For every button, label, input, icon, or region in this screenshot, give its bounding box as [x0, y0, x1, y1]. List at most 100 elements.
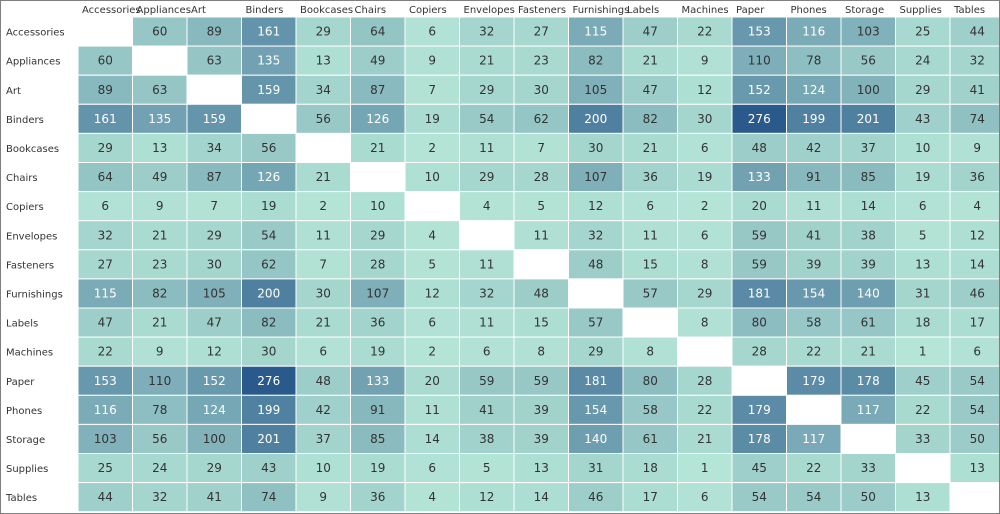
heatmap-cell[interactable]: [350, 45, 406, 76]
heatmap-cell[interactable]: [404, 453, 460, 484]
heatmap-cell[interactable]: [840, 278, 896, 309]
heatmap-cell[interactable]: [731, 16, 787, 47]
heatmap-cell[interactable]: [840, 103, 896, 134]
heatmap-cell[interactable]: [132, 45, 188, 76]
heatmap-cell[interactable]: [840, 74, 896, 105]
heatmap-cell[interactable]: [895, 74, 951, 105]
heatmap-cell[interactable]: [622, 162, 678, 193]
heatmap-cell[interactable]: [404, 162, 460, 193]
heatmap-cell[interactable]: [840, 220, 896, 251]
heatmap-cell[interactable]: [404, 103, 460, 134]
heatmap-cell[interactable]: [622, 278, 678, 309]
heatmap-cell[interactable]: [949, 336, 999, 367]
heatmap-cell[interactable]: [949, 249, 999, 280]
heatmap-cell[interactable]: [186, 278, 242, 309]
heatmap-cell[interactable]: [77, 394, 133, 425]
heatmap-cell[interactable]: [731, 278, 787, 309]
heatmap-cell[interactable]: [404, 16, 460, 47]
heatmap-cell[interactable]: [840, 45, 896, 76]
heatmap-cell[interactable]: [350, 336, 406, 367]
heatmap-cell[interactable]: [186, 423, 242, 454]
heatmap-cell[interactable]: [622, 16, 678, 47]
heatmap-cell[interactable]: [241, 482, 297, 513]
heatmap-cell[interactable]: [77, 132, 133, 163]
heatmap-cell[interactable]: [459, 45, 515, 76]
heatmap-cell[interactable]: [459, 278, 515, 309]
heatmap-cell[interactable]: [132, 16, 188, 47]
heatmap-cell[interactable]: [731, 365, 787, 396]
heatmap-cell[interactable]: [77, 103, 133, 134]
heatmap-cell[interactable]: [568, 278, 624, 309]
heatmap-cell[interactable]: [568, 394, 624, 425]
heatmap-cell[interactable]: [295, 307, 351, 338]
heatmap-cell[interactable]: [459, 220, 515, 251]
heatmap-cell[interactable]: [786, 103, 842, 134]
heatmap-cell[interactable]: [840, 365, 896, 396]
heatmap-cell[interactable]: [786, 45, 842, 76]
heatmap-cell[interactable]: [77, 249, 133, 280]
heatmap-cell[interactable]: [295, 278, 351, 309]
heatmap-cell[interactable]: [622, 74, 678, 105]
heatmap-cell[interactable]: [949, 453, 999, 484]
heatmap-cell[interactable]: [513, 453, 569, 484]
heatmap-cell[interactable]: [677, 423, 733, 454]
heatmap-cell[interactable]: [295, 423, 351, 454]
heatmap-cell[interactable]: [895, 307, 951, 338]
heatmap-cell[interactable]: [895, 132, 951, 163]
heatmap-cell[interactable]: [677, 336, 733, 367]
heatmap-cell[interactable]: [241, 336, 297, 367]
heatmap-cell[interactable]: [295, 45, 351, 76]
heatmap-cell[interactable]: [895, 453, 951, 484]
heatmap-cell[interactable]: [731, 45, 787, 76]
heatmap-cell[interactable]: [786, 249, 842, 280]
heatmap-cell[interactable]: [241, 103, 297, 134]
heatmap-cell[interactable]: [895, 103, 951, 134]
heatmap-cell[interactable]: [241, 74, 297, 105]
heatmap-cell[interactable]: [568, 249, 624, 280]
heatmap-cell[interactable]: [295, 162, 351, 193]
heatmap-cell[interactable]: [513, 307, 569, 338]
heatmap-cell[interactable]: [786, 74, 842, 105]
heatmap-cell[interactable]: [350, 220, 406, 251]
heatmap-cell[interactable]: [786, 132, 842, 163]
heatmap-cell[interactable]: [840, 423, 896, 454]
heatmap-cell[interactable]: [949, 307, 999, 338]
heatmap-cell[interactable]: [622, 453, 678, 484]
heatmap-cell[interactable]: [77, 162, 133, 193]
heatmap-cell[interactable]: [568, 132, 624, 163]
heatmap-cell[interactable]: [513, 74, 569, 105]
heatmap-cell[interactable]: [404, 365, 460, 396]
heatmap-cell[interactable]: [840, 482, 896, 513]
heatmap-cell[interactable]: [404, 336, 460, 367]
heatmap-cell[interactable]: [622, 423, 678, 454]
heatmap-cell[interactable]: [459, 423, 515, 454]
heatmap-cell[interactable]: [186, 394, 242, 425]
heatmap-cell[interactable]: [241, 249, 297, 280]
heatmap-cell[interactable]: [568, 45, 624, 76]
heatmap-cell[interactable]: [350, 482, 406, 513]
heatmap-cell[interactable]: [677, 278, 733, 309]
heatmap-cell[interactable]: [786, 307, 842, 338]
heatmap-cell[interactable]: [731, 453, 787, 484]
heatmap-cell[interactable]: [404, 191, 460, 222]
heatmap-cell[interactable]: [132, 423, 188, 454]
heatmap-cell[interactable]: [786, 191, 842, 222]
heatmap-cell[interactable]: [459, 453, 515, 484]
heatmap-cell[interactable]: [949, 278, 999, 309]
heatmap-cell[interactable]: [186, 249, 242, 280]
heatmap-cell[interactable]: [895, 191, 951, 222]
heatmap-cell[interactable]: [895, 482, 951, 513]
heatmap-cell[interactable]: [895, 394, 951, 425]
heatmap-cell[interactable]: [77, 16, 133, 47]
heatmap-cell[interactable]: [622, 45, 678, 76]
heatmap-cell[interactable]: [241, 365, 297, 396]
heatmap-cell[interactable]: [677, 365, 733, 396]
heatmap-cell[interactable]: [677, 220, 733, 251]
heatmap-cell[interactable]: [295, 132, 351, 163]
heatmap-cell[interactable]: [568, 307, 624, 338]
heatmap-cell[interactable]: [186, 16, 242, 47]
heatmap-cell[interactable]: [786, 278, 842, 309]
heatmap-cell[interactable]: [622, 132, 678, 163]
heatmap-cell[interactable]: [241, 453, 297, 484]
heatmap-cell[interactable]: [513, 220, 569, 251]
